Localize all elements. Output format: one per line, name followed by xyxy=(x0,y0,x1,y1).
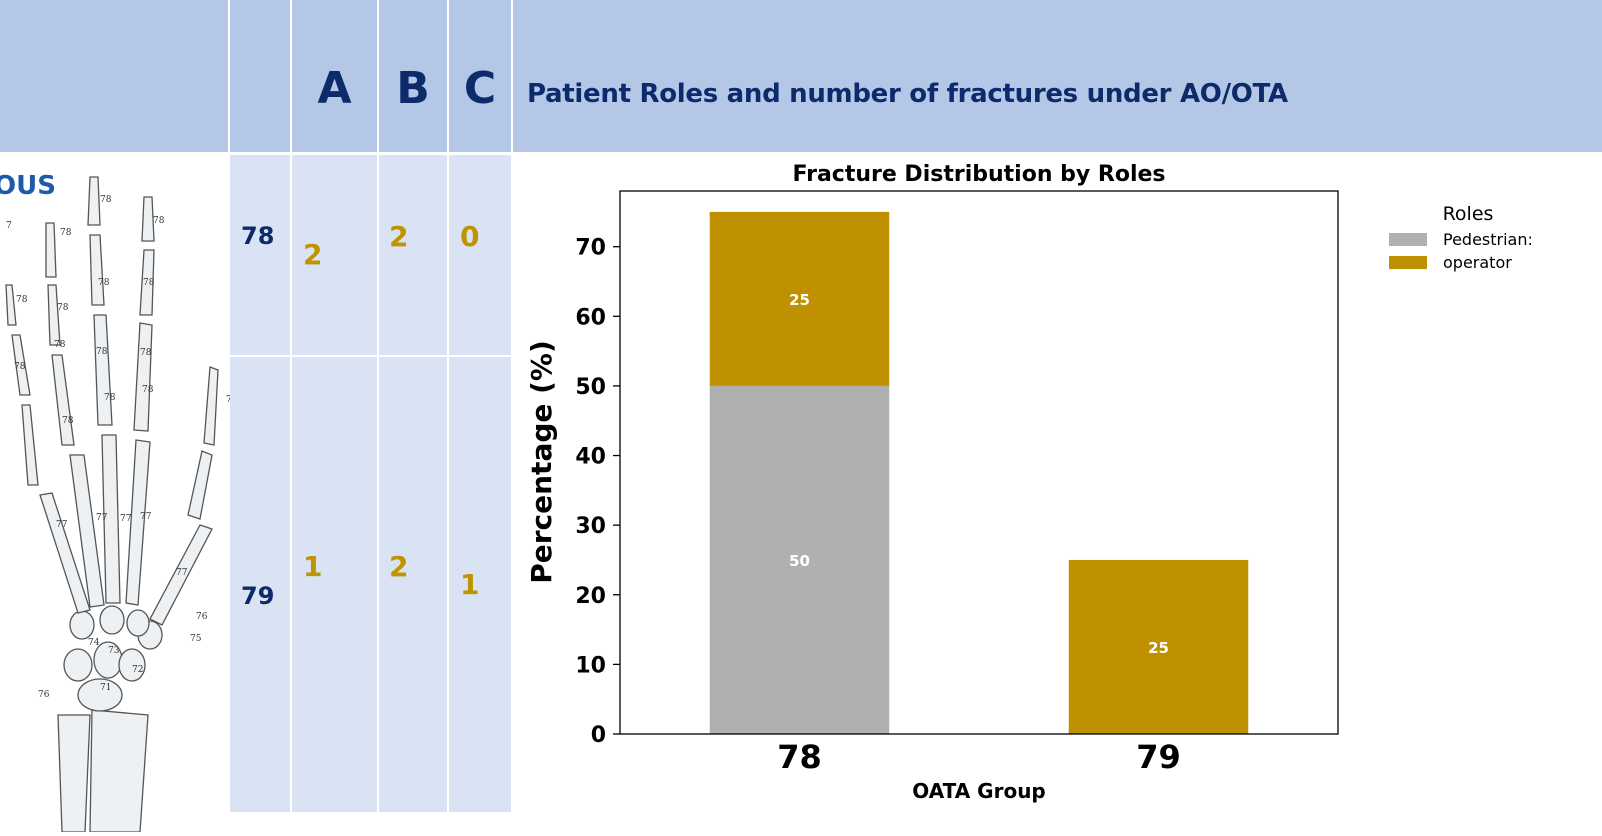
legend-label: operator xyxy=(1443,253,1512,272)
bar-data-label: 50 xyxy=(789,552,810,570)
bone-number-label: 77 xyxy=(176,568,188,578)
hand-skeleton-image: ous xyxy=(0,155,230,832)
logo-fragment: ous xyxy=(0,171,56,201)
fracture-chart: Fracture Distribution by Roles 50 25 25 0 1… xyxy=(516,155,1602,832)
x-axis: 78 79 xyxy=(777,738,1181,776)
y-tick-label: 40 xyxy=(575,445,606,470)
header-blank-cell xyxy=(0,0,228,152)
y-tick-label: 10 xyxy=(575,653,606,678)
bar-79-operator xyxy=(1068,559,1249,734)
column-header-b: B xyxy=(379,0,447,152)
y-tick-label: 0 xyxy=(591,723,606,748)
count-78-b: 2 xyxy=(389,220,409,253)
count-78-c: 0 xyxy=(460,220,480,253)
cell-79-a xyxy=(292,357,377,812)
legend-title: Roles xyxy=(1443,203,1494,225)
bone-number-label: 78 xyxy=(96,347,108,357)
group-cell-79 xyxy=(230,357,290,812)
bone-number-label: 71 xyxy=(100,683,111,693)
bone-number-label: 78 xyxy=(100,195,112,205)
bar-78-operator xyxy=(709,211,890,386)
x-axis-label: OATA Group xyxy=(912,779,1046,803)
plot-frame xyxy=(619,190,1339,735)
group-cell-78 xyxy=(230,155,290,355)
column-header-a: A xyxy=(292,0,377,152)
bone-number-label: 72 xyxy=(132,665,143,675)
y-tick-label: 70 xyxy=(575,236,606,261)
bone-number-label: 78 xyxy=(14,362,26,372)
bone-number-label: 78 xyxy=(153,216,165,226)
bone-number-label: 76 xyxy=(196,612,208,622)
chart-svg: Fracture Distribution by Roles 50 25 25 0 1… xyxy=(525,162,1533,803)
legend-swatch xyxy=(1389,233,1427,246)
cell-78-a xyxy=(292,155,377,355)
count-78-a: 2 xyxy=(303,238,323,271)
legend-items: Pedestrian: operator xyxy=(1389,230,1533,272)
count-79-b: 2 xyxy=(389,550,409,583)
count-79-c: 1 xyxy=(460,568,480,601)
bar-data-label: 25 xyxy=(1148,639,1169,657)
cell-79-c xyxy=(449,357,511,812)
bone-number-label: 78 xyxy=(140,348,152,358)
group-label-79: 79 xyxy=(241,582,275,610)
bone-number-label: 76 xyxy=(226,395,230,405)
y-axis-label: Percentage (%) xyxy=(525,340,558,584)
x-tick-label: 78 xyxy=(777,738,822,776)
legend-label: Pedestrian: xyxy=(1443,230,1533,249)
bars-group xyxy=(709,211,1249,734)
y-tick-label: 50 xyxy=(575,375,606,400)
y-tick-label: 20 xyxy=(575,584,606,609)
y-tick-label: 30 xyxy=(575,514,606,539)
bone-number-label: 78 xyxy=(62,416,74,426)
bone-number-label: 78 xyxy=(57,303,69,313)
bone-number-label: 77 xyxy=(140,512,152,522)
legend-swatch xyxy=(1389,256,1427,269)
bone-number-label: 7 xyxy=(6,221,12,231)
bone-number-label: 73 xyxy=(108,646,120,656)
y-axis: 0 10 20 30 40 50 60 70 xyxy=(575,236,620,748)
bar-78-pedestrian xyxy=(709,385,890,734)
cell-78-b xyxy=(379,155,447,355)
bone-number-label: 77 xyxy=(120,514,132,524)
bar-data-label: 25 xyxy=(789,291,810,309)
count-79-a: 1 xyxy=(303,550,323,583)
header-group-cell xyxy=(230,0,290,152)
table-title: Patient Roles and number of fractures un… xyxy=(513,0,1602,152)
x-tick-label: 79 xyxy=(1136,738,1181,776)
hand-bones-drawing: 7 78 78 78 78 78 78 78 78 78 78 78 78 78 78 77 77 77 77 77 7… xyxy=(5,176,230,832)
group-label-78: 78 xyxy=(241,222,275,250)
column-header-c: C xyxy=(449,0,511,152)
bone-number-label: 78 xyxy=(142,385,154,395)
bone-number-label: 78 xyxy=(54,340,66,350)
cell-78-c xyxy=(449,155,511,355)
bone-number-label: 78 xyxy=(60,228,72,238)
chart-title: Fracture Distribution by Roles xyxy=(792,162,1165,187)
bone-number-label: 75 xyxy=(190,634,202,644)
y-tick-label: 60 xyxy=(575,305,606,330)
legend: Roles Pedestrian: operator xyxy=(1389,203,1533,272)
bone-number-label: 77 xyxy=(96,513,108,523)
bone-number-label: 78 xyxy=(16,295,28,305)
bone-number-label: 78 xyxy=(98,278,110,288)
bone-number-label: 77 xyxy=(56,520,68,530)
bone-number-label: 74 xyxy=(88,638,100,648)
bone-number-label: 78 xyxy=(143,278,155,288)
bone-number-label: 78 xyxy=(104,393,116,403)
bar-labels-group: 50 25 25 xyxy=(789,291,1169,657)
bone-number-label: 76 xyxy=(38,690,50,700)
cell-79-b xyxy=(379,357,447,812)
